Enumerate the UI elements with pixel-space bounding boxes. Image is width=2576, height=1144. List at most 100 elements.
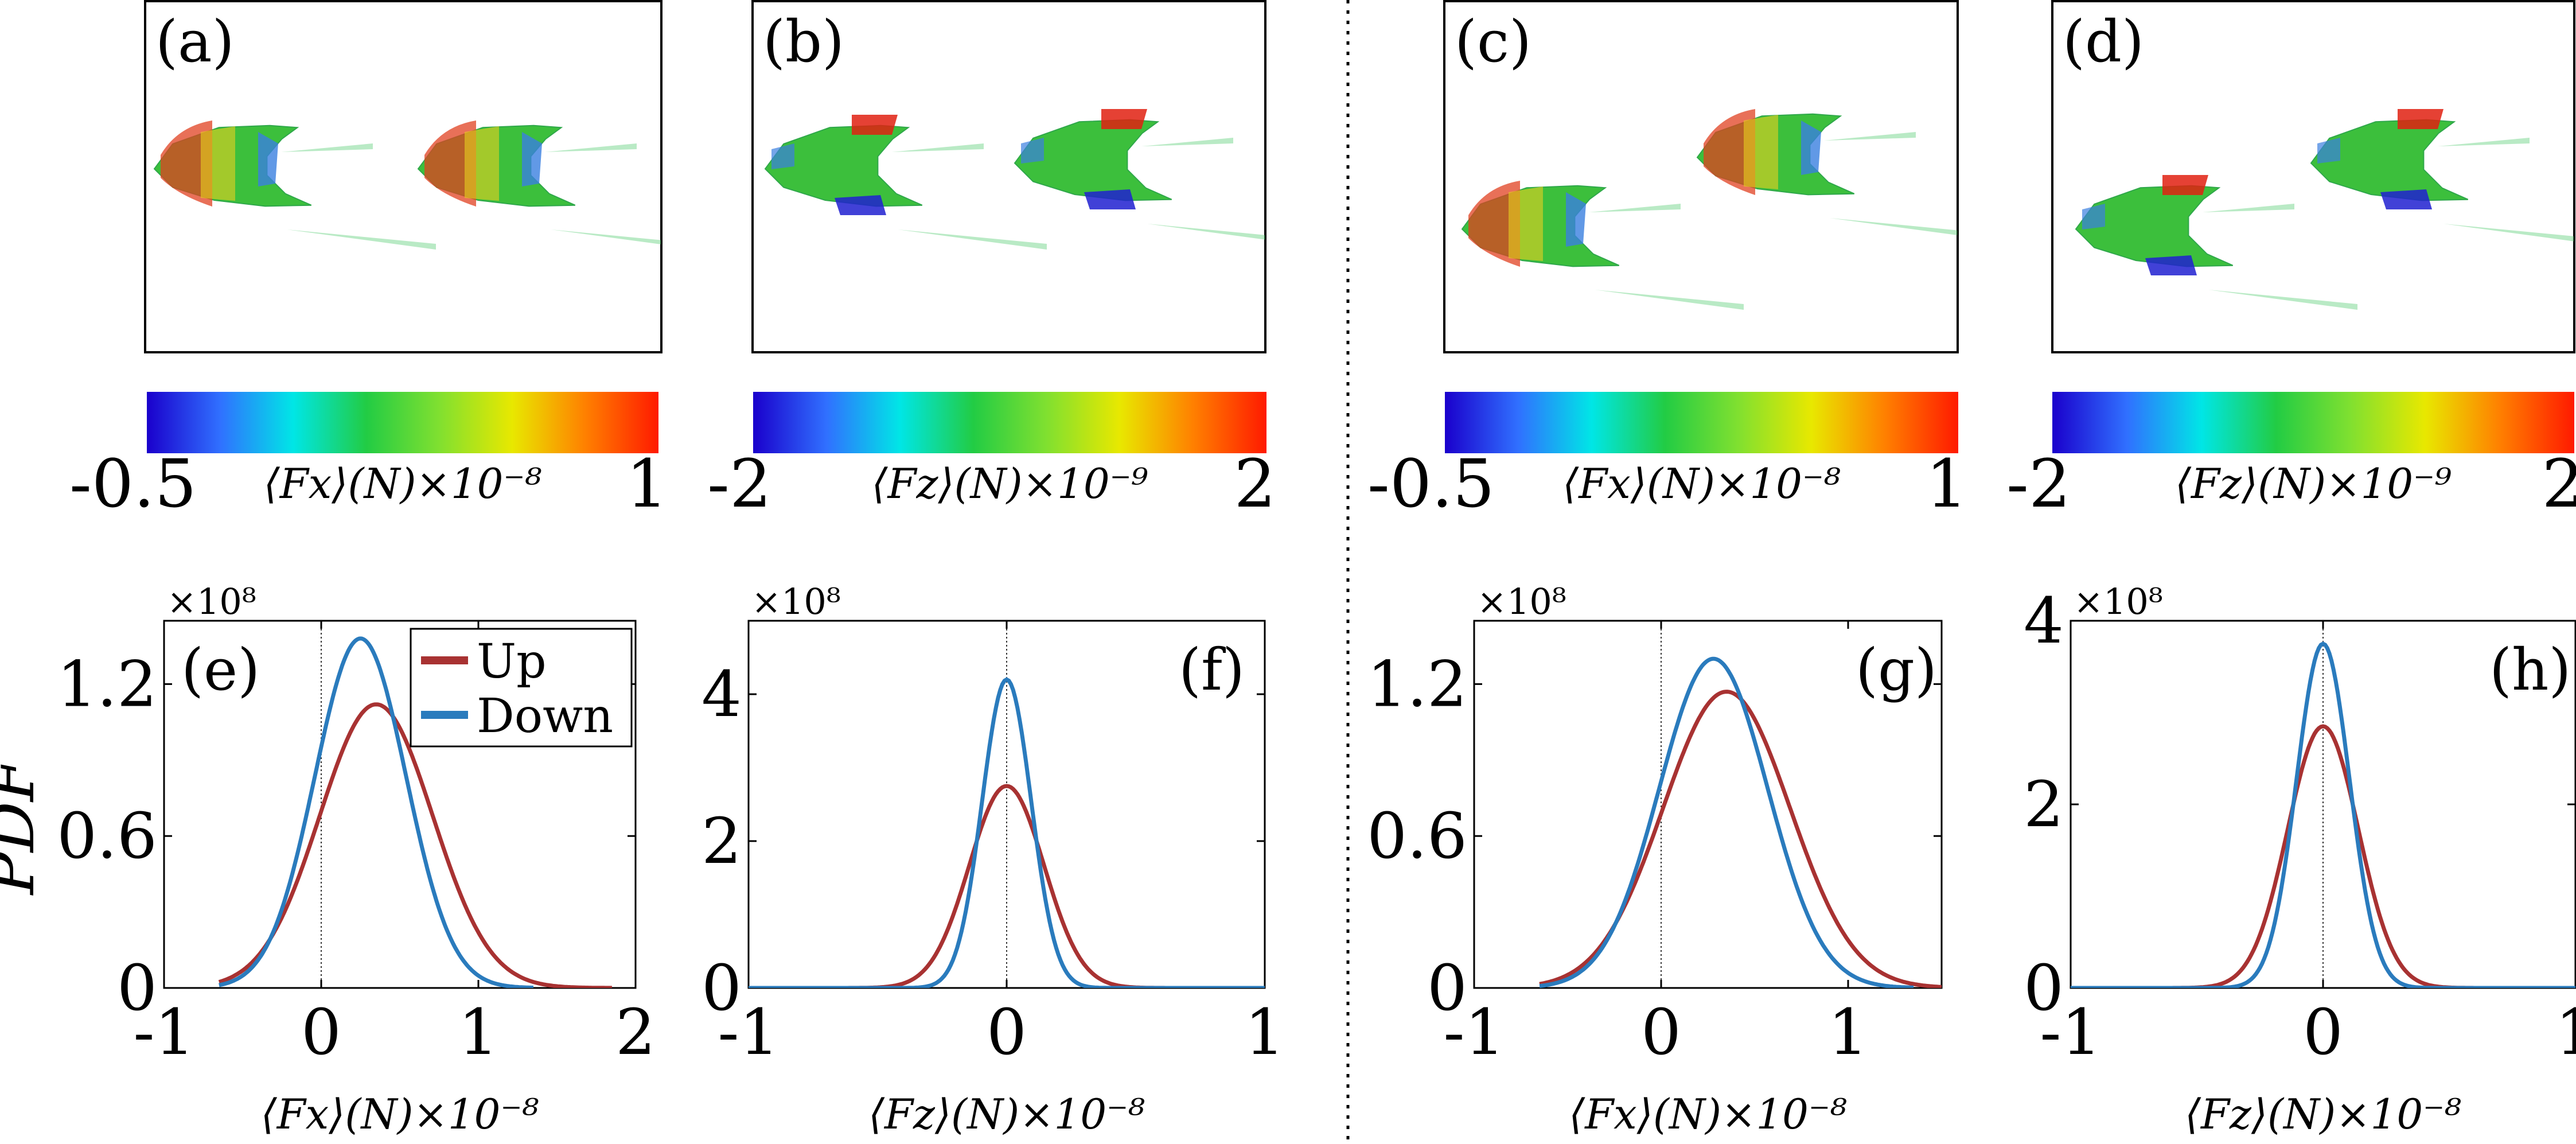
fish-2: [2310, 109, 2574, 242]
pdf-plots: -1 0 1 200.61.2×10⁸⟨Fx⟩(N)×10⁻⁸(e)-1 0 1024×1…: [57, 581, 2576, 1138]
wake-trail: [892, 143, 984, 152]
wake-trail: [2208, 290, 2357, 310]
series-up: [1539, 690, 1942, 988]
x-axis-label: ⟨Fz⟩(N)×10⁻⁸: [868, 1090, 1145, 1138]
y-tick-label: 0.6: [1367, 799, 1467, 873]
x-tick-label: -1: [718, 995, 779, 1069]
flow-panel-b: (b) -2 2 ⟨Fz⟩(N)×10⁻⁹: [707, 0, 1276, 523]
series-up: [218, 702, 612, 988]
force-band-low: [2317, 138, 2340, 164]
wake-trail: [287, 229, 436, 250]
x-tick-label: 1: [2555, 995, 2576, 1069]
force-band-low: [1801, 120, 1821, 175]
force-band-low: [1084, 189, 1136, 209]
force-band-low: [771, 143, 794, 169]
curves: [2071, 641, 2575, 988]
wake-trail: [1824, 132, 1916, 141]
force-band-low: [1566, 192, 1586, 247]
fish-body: [764, 124, 923, 207]
panel-label: (b): [763, 8, 844, 75]
x-tick-label: 0: [301, 995, 341, 1069]
y-tick-label: 0: [702, 951, 742, 1025]
x-axis-label: ⟨Fx⟩(N)×10⁻⁸: [1569, 1090, 1847, 1138]
colorbar-max-label: 2: [2542, 446, 2576, 523]
pdf-panel-g: -1 0 100.61.2×10⁸⟨Fx⟩(N)×10⁻⁸(g): [1367, 581, 1943, 1138]
y-tick-label: 1.2: [57, 647, 157, 721]
x-axis-label: ⟨Fx⟩(N)×10⁻⁸: [261, 1090, 539, 1138]
panel-label: (h): [2489, 636, 2571, 703]
force-band-low: [2082, 204, 2105, 229]
fish-1: [153, 120, 436, 250]
x-tick-label: 1: [1828, 995, 1868, 1069]
legend-box: [410, 628, 633, 748]
panel-label: (g): [1856, 636, 1937, 703]
panel-frame: [1443, 0, 1959, 353]
y-tick-label: 4: [702, 657, 742, 731]
colorbar-quantity: ⟨Fx⟩(N)×10⁻⁸: [264, 460, 542, 508]
curves: [1539, 656, 1942, 988]
flow-snapshot-panels: (a) -0.5 1 ⟨Fx⟩(N)×10⁻⁸ (b) -2 2 ⟨Fz⟩(N)×10⁻⁹ (c…: [69, 0, 2576, 523]
wake-trail: [545, 143, 637, 152]
x-tick-label: -1: [2040, 995, 2101, 1069]
x-tick-label: -1: [1443, 995, 1505, 1069]
legend-label-up: Up: [477, 635, 547, 689]
wake-trail: [1589, 204, 1681, 212]
colorbar-min-label: -0.5: [1367, 446, 1495, 523]
x-tick-label: 0: [1641, 995, 1681, 1069]
force-band-high: [1704, 109, 1755, 195]
colorbar-quantity: ⟨Fx⟩(N)×10⁻⁸: [1562, 460, 1841, 508]
fish-body: [2075, 185, 2234, 267]
wake-trail: [1141, 138, 1233, 146]
colorbar-max-label: 1: [1926, 446, 1967, 523]
force-band-high: [852, 115, 898, 135]
colorbar-min-label: -2: [2006, 446, 2071, 523]
y-axis-label: PDF: [0, 756, 48, 896]
curves: [749, 677, 1265, 988]
y-exponent: ×10⁸: [751, 581, 841, 622]
colorbar: [147, 392, 658, 453]
force-band-high: [424, 120, 476, 207]
panel-frame: [2051, 0, 2575, 353]
colorbar-quantity: ⟨Fz⟩(N)×10⁻⁹: [2175, 460, 2452, 508]
x-tick-label: 1: [458, 995, 498, 1069]
y-tick-label: 0.6: [57, 799, 157, 873]
force-band-mid: [1509, 186, 1543, 261]
y-tick-label: 0: [117, 951, 157, 1025]
curves: [218, 636, 612, 988]
force-band-low: [258, 132, 278, 186]
fish-1: [764, 115, 1047, 250]
y-tick-label: 2: [702, 804, 742, 878]
wake-trail: [1830, 218, 1958, 236]
y-tick-label: 2: [2024, 768, 2064, 841]
force-band-high: [1101, 109, 1147, 129]
force-band-high: [161, 120, 212, 207]
fish-2: [417, 120, 661, 244]
force-band-high: [1468, 181, 1520, 267]
colorbar: [2052, 392, 2574, 453]
fish-school: [153, 120, 661, 250]
axes-frame: [1473, 620, 1943, 989]
panel-label: (f): [1179, 636, 1245, 703]
series-up: [749, 784, 1265, 988]
colorbar-max-label: 2: [1234, 446, 1276, 523]
axes-frame: [163, 620, 637, 989]
force-band-mid: [465, 126, 499, 201]
wake-trail: [2444, 224, 2574, 242]
force-band-low: [2145, 255, 2197, 275]
y-exponent: ×10⁸: [167, 581, 256, 622]
wake-trail: [2203, 204, 2294, 212]
series-down: [1539, 656, 1914, 988]
y-tick-label: 0: [2024, 951, 2064, 1025]
panel-label: (e): [181, 636, 260, 703]
wake-trail: [1595, 290, 1744, 310]
panel-label: (a): [155, 8, 235, 75]
wake-trail: [2438, 138, 2530, 146]
fish-2: [1696, 109, 1958, 236]
series-down: [219, 636, 533, 988]
colorbar: [1445, 392, 1958, 453]
colorbar-max-label: 1: [626, 446, 668, 523]
force-band-high: [2162, 175, 2208, 195]
fish-body: [1014, 119, 1172, 201]
